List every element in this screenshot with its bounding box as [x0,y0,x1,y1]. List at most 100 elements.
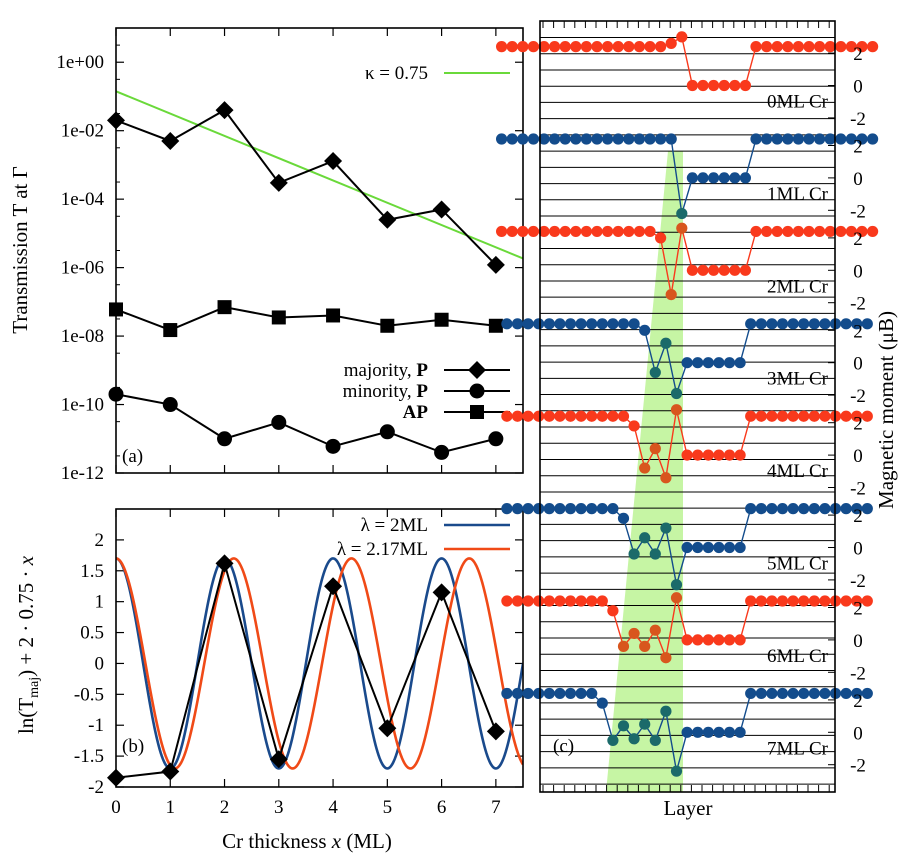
magnetic-point [496,41,508,53]
magnetic-point [824,41,836,53]
magnetic-point [649,734,661,747]
magnetic-point [739,264,752,276]
panel-c-ytick-label: -2 [850,294,866,315]
magnetic-point [607,318,619,330]
point-diamond [486,255,505,274]
magnetic-point [856,41,868,53]
magnetic-point [591,41,603,53]
magnetic-point [787,503,799,515]
magnetic-point [496,225,508,238]
magnetic-point [851,687,863,700]
magnetic-point [750,41,762,53]
magnetic-point [612,133,624,145]
panel-c-ytick-label: 2 [853,321,863,342]
point-circle [488,431,504,447]
magnetic-point [543,410,555,422]
panel-c-ytick-label: 2 [853,229,863,250]
magnetic-point [708,264,720,276]
magnetic-point [564,595,577,607]
magnetic-point [808,595,820,607]
magnetic-point [729,264,741,276]
magnetic-point [538,133,550,145]
magnetic-point [676,222,688,234]
magnetic-point [670,404,683,416]
magnetic-point [628,420,640,432]
panel-c-ytick-label: -2 [850,386,866,407]
data-point [486,722,505,741]
magnetic-point [639,718,651,730]
magnetic-point [776,318,789,330]
magnetic-point [723,541,736,554]
magnetic-point [612,225,624,238]
magnetic-point [776,410,789,422]
magnetic-point [723,357,736,369]
magnetic-point [612,41,624,53]
magnetic-point [522,318,534,330]
magnetic-point [819,687,831,700]
magnetic-point [607,410,619,422]
panel-b-xtick-label: 6 [437,797,447,818]
magnetic-point [538,41,550,53]
magnetic-point [623,41,635,53]
magnetic-point [649,624,661,636]
magnetic-row-label: 2ML Cr [767,276,829,297]
point-circle [325,438,341,454]
magnetic-point [792,133,805,145]
legend-marker-diamond [468,361,486,379]
magnetic-point [665,133,677,145]
fit-line-kappa [115,90,524,260]
magnetic-point [734,541,746,554]
magnetic-point [617,318,630,330]
magnetic-point [835,133,847,145]
panel-c-ytick-label: 2 [853,599,863,620]
magnetic-point [702,634,714,646]
magnetic-point [644,133,656,145]
magnetic-point [623,225,635,238]
magnetic-point [586,687,598,700]
panel-c-ytick-label: -2 [850,201,866,222]
magnetic-point [761,41,773,53]
magnetic-point [575,687,587,700]
magnetic-point [580,41,593,53]
magnetic-point [734,357,746,369]
magnetic-point [692,357,704,369]
magnetic-point [655,133,667,145]
magnetic-point [861,503,873,515]
series-line-diamond [115,108,497,266]
magnetic-point [814,41,826,53]
point-circle [434,444,450,460]
magnetic-point [745,410,757,422]
panel-b-frame [115,508,524,788]
magnetic-point [808,503,820,515]
data-point [324,577,343,596]
magnetic-point [533,410,545,422]
point-square [434,312,449,327]
panel-b-ytick-label: 1.5 [80,561,104,582]
magnetic-point [676,31,688,43]
magnetic-point [617,410,630,422]
panel-c-ytick-label: 0 [853,631,863,652]
magnetic-row-label: 3ML Cr [767,369,829,390]
magnetic-point [819,503,831,515]
legend-fit-label: κ = 0.75 [365,63,428,84]
magnetic-point [824,225,836,238]
magnetic-point [776,503,789,515]
curve-lambda_blue [116,557,523,770]
magnetic-point [734,726,746,738]
panel-c-frame [539,20,836,793]
magnetic-point [766,503,778,515]
magnetic-point [845,41,858,53]
point-square [163,323,178,338]
magnetic-row: 5ML Cr [501,503,873,591]
magnetic-point [745,503,757,515]
magnetic-point [660,652,672,664]
magnetic-point [511,410,524,422]
point-diamond [324,152,343,171]
panel-c-ytick-label: 2 [853,137,863,158]
magnetic-point [713,541,725,554]
magnetic-point [681,541,693,554]
magnetic-point [517,133,529,145]
magnetic-point [660,522,672,534]
